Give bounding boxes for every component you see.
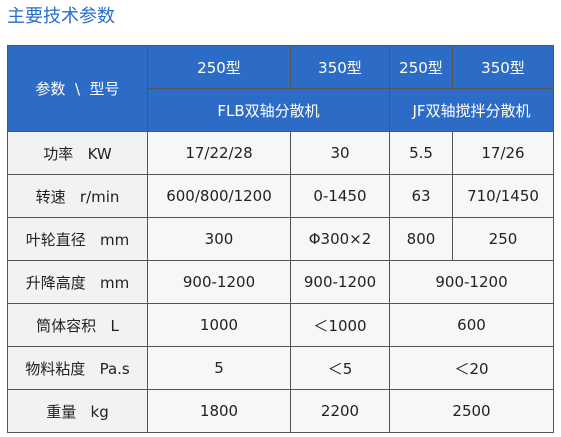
cell: 1800 — [147, 389, 291, 433]
cell: 710/1450 — [452, 174, 554, 218]
cell: 900-1200 — [389, 260, 554, 304]
cell: 600 — [389, 303, 554, 347]
param-label: 物料粘度 Pa.s — [7, 346, 148, 390]
param-label: 功率 KW — [7, 131, 148, 175]
header-cell: 350型 — [452, 45, 554, 89]
param-label: 重量 kg — [7, 389, 148, 433]
cell: 0-1450 — [290, 174, 390, 218]
param-label: 升降高度 mm — [7, 260, 148, 304]
header-row: 参数 \ 型号 250型 350型 250型 350型 — [7, 45, 554, 132]
cell: 1000 — [147, 303, 291, 347]
cell: 300 — [147, 217, 291, 261]
spec-table: 参数 \ 型号 250型 350型 250型 350型 FLB双轴分散机 JF双… — [7, 45, 554, 433]
header-row: FLB双轴分散机 JF双轴搅拌分散机 — [8, 88, 554, 132]
param-label: 叶轮直径 mm — [7, 217, 148, 261]
cell: 17/22/28 — [147, 131, 291, 175]
cell: 800 — [389, 217, 453, 261]
row: 升降高度 mm 900-1200 900-1200 900-1200 — [7, 260, 554, 304]
cell: 2500 — [389, 389, 554, 433]
header-cell: JF双轴搅拌分散机 — [389, 88, 554, 132]
header-cell: 250型 — [389, 45, 453, 89]
param-label: 筒体容积 L — [7, 303, 148, 347]
header-cell: FLB双轴分散机 — [147, 88, 390, 132]
row: 重量 kg 1800 2200 2500 — [7, 389, 554, 433]
row: 筒体容积 L 1000 ＜1000 600 — [7, 303, 554, 347]
header-cell: 250型 — [147, 45, 291, 89]
cell: 5 — [147, 346, 291, 390]
cell: 600/800/1200 — [147, 174, 291, 218]
cell: ＜20 — [389, 346, 554, 390]
header-cell: 350型 — [290, 45, 390, 89]
row: 叶轮直径 mm 300 Φ300×2 800 250 — [7, 217, 554, 261]
cell: 30 — [290, 131, 390, 175]
cell: 2200 — [290, 389, 390, 433]
cell: Φ300×2 — [290, 217, 390, 261]
header-cell: 参数 \ 型号 — [7, 45, 148, 132]
row: 物料粘度 Pa.s 5 ＜5 ＜20 — [7, 346, 554, 390]
cell: 17/26 — [452, 131, 554, 175]
cell: 63 — [389, 174, 453, 218]
param-label: 转速 r/min — [7, 174, 148, 218]
cell: 5.5 — [389, 131, 453, 175]
cell: ＜5 — [290, 346, 390, 390]
row: 功率 KW 17/22/28 30 5.5 17/26 — [7, 131, 554, 175]
cell: 900-1200 — [147, 260, 291, 304]
row: 转速 r/min 600/800/1200 0-1450 63 710/1450 — [7, 174, 554, 218]
cell: ＜1000 — [290, 303, 390, 347]
section-title: 主要技术参数 — [7, 6, 115, 27]
cell: 250 — [452, 217, 554, 261]
cell: 900-1200 — [290, 260, 390, 304]
